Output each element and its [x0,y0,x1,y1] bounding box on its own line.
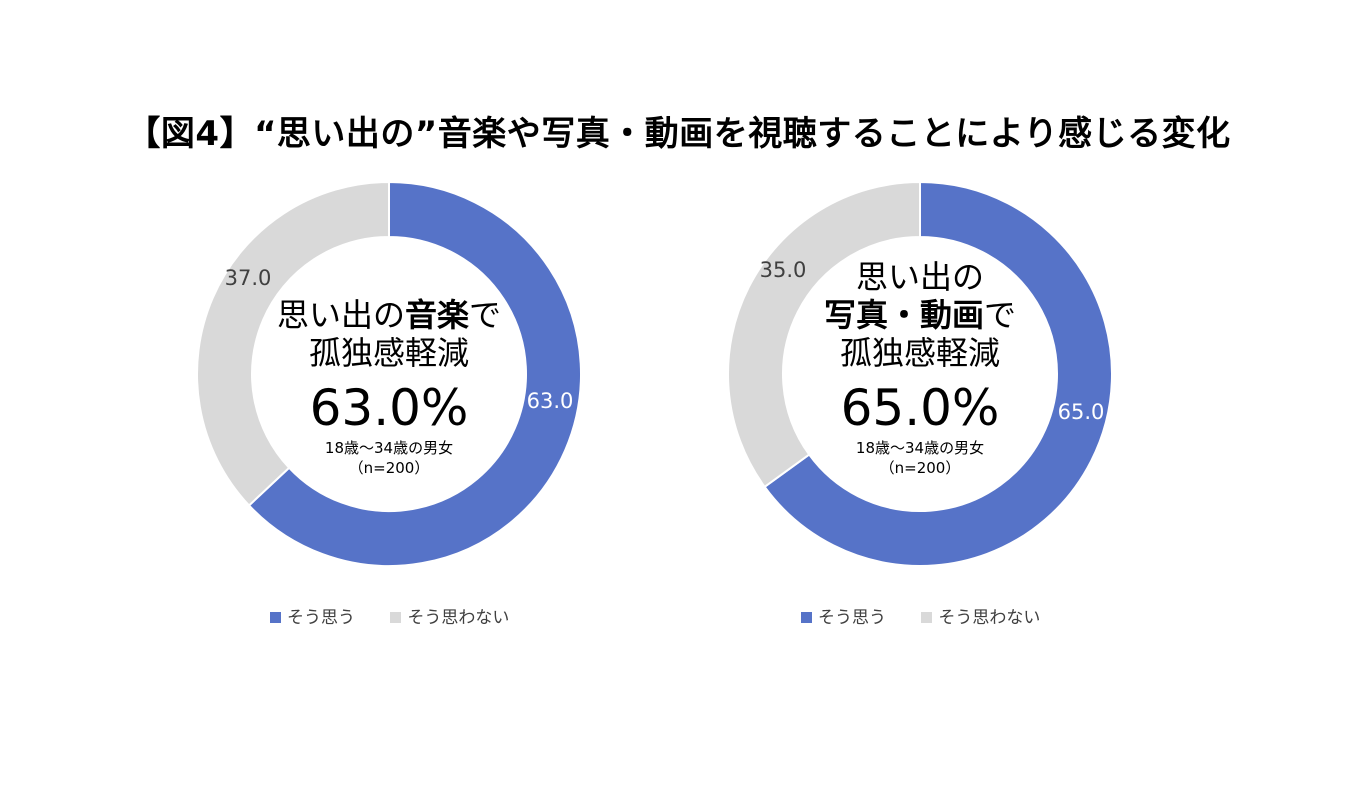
center-sample-n: （n=200） [879,459,961,477]
chart-title: 【図4】“思い出の”音楽や写真・動画を視聴することにより感じる変化 [126,114,1231,154]
center-line-2: 孤独感軽減 [839,334,1000,372]
data-label-disagree: 37.0 [225,266,272,290]
legend-label-disagree: そう思わない [938,608,1041,628]
data-label-agree: 63.0 [527,389,574,413]
center-line-2: 孤独感軽減 [308,334,469,372]
center-sample: 18歳～34歳の男女 [855,439,985,457]
donut-center-photo-video: 思い出の 写真・動画で 孤独感軽減 65.0% 18歳～34歳の男女 （n=20… [770,258,1070,478]
donut-slice-disagree [727,180,921,489]
center-percent: 63.0% [309,379,469,437]
data-label-agree: 65.0 [1058,400,1105,424]
donut-slice-disagree [196,180,390,507]
center-line-1-tail: で [469,296,502,334]
data-label-disagree: 35.0 [760,258,807,282]
donut-chart-music: 63.0 37.0 [196,180,582,567]
legend-swatch-disagree [921,612,933,623]
legend-item-disagree: そう思わない [390,603,509,628]
legend-label-agree: そう思う [818,608,886,628]
legend-item-disagree: そう思わない [921,603,1040,628]
center-sample: 18歳～34歳の男女 [324,439,454,457]
center-highlight-music: 音楽 [404,296,469,334]
center-line-1: 思い出の音楽で [239,296,539,334]
center-line-1-tail: で [984,296,1017,334]
legend-label-disagree: そう思わない [407,608,510,628]
center-line-1: 写真・動画で [770,296,1070,334]
legend-swatch-disagree [390,612,402,623]
center-percent: 65.0% [840,379,1000,437]
legend-music: そう思う そう思わない [270,603,539,628]
legend-item-agree: そう思う [270,603,355,628]
legend-photo-video: そう思う そう思わない [801,603,1070,628]
center-highlight-photo-video: 写真・動画 [823,296,984,334]
legend-label-agree: そう思う [287,608,355,628]
center-sample-n: （n=200） [348,459,430,477]
donut-chart-photo-video: 65.0 35.0 [727,180,1113,567]
donut-slice-agree [247,180,582,567]
legend-item-agree: そう思う [801,603,886,628]
legend-swatch-agree [801,612,812,623]
center-line-0: 思い出の [855,258,984,296]
donut-center-music: 思い出の音楽で 孤独感軽減 63.0% 18歳～34歳の男女 （n=200） [239,296,539,478]
center-line-1-text: 思い出の [276,296,405,334]
donut-slice-agree [763,180,1113,567]
legend-swatch-agree [270,612,281,623]
